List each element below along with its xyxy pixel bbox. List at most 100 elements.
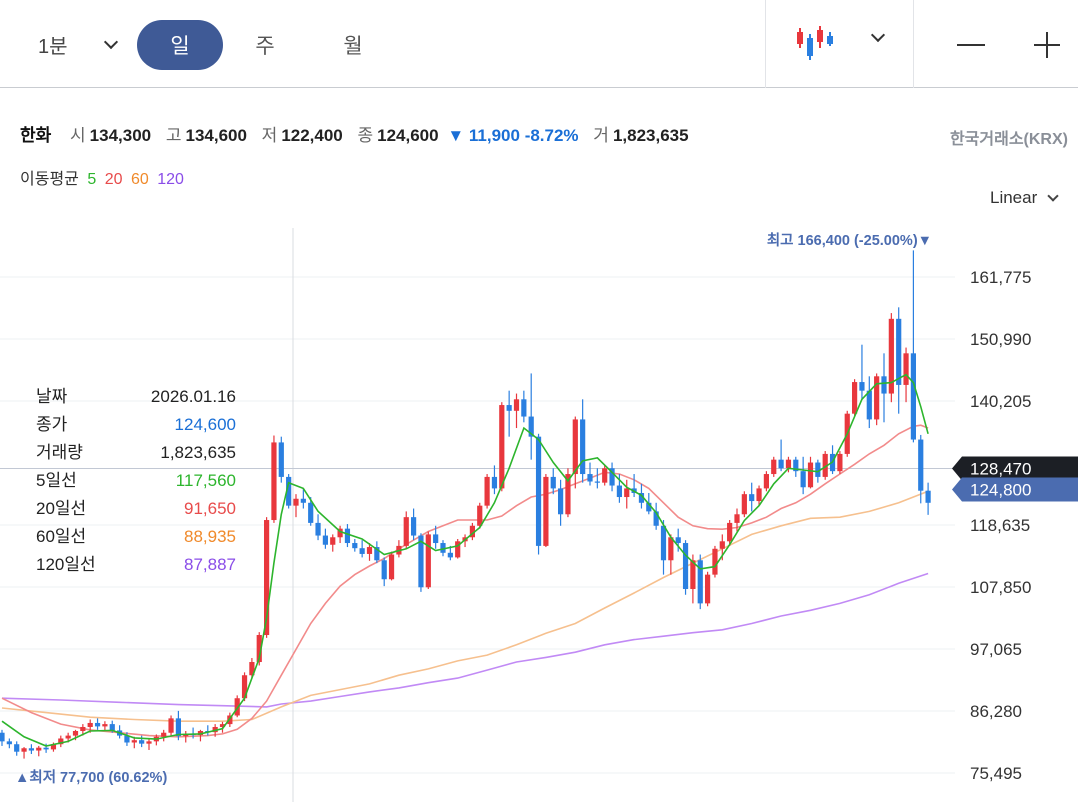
candle-body (330, 537, 336, 545)
candle-body (646, 502, 652, 512)
toolbar-divider (913, 0, 914, 88)
candle-body (499, 405, 505, 489)
candle-body (65, 735, 71, 739)
candle-body (264, 520, 270, 636)
zoom-out-icon[interactable] (957, 44, 985, 46)
candle-body (888, 318, 894, 394)
tab-month[interactable]: 월 (343, 35, 363, 58)
tooltip-row: 60일선 88,935 (36, 527, 236, 546)
candle-body (381, 560, 387, 580)
candle-body (756, 488, 762, 502)
candle-body (528, 416, 534, 437)
ma5-line (1, 373, 929, 747)
ma-60-label: 60 (130, 171, 149, 188)
scale-select[interactable]: Linear (990, 188, 1059, 208)
candle-body (800, 471, 806, 488)
candle-body (609, 468, 615, 486)
candle-body (793, 459, 799, 472)
volume-label: 거 (593, 126, 609, 145)
candle-body (300, 498, 306, 503)
candle-body (50, 744, 57, 750)
candle-body (94, 722, 101, 727)
tooltip-row: 20일선 91,650 (36, 499, 236, 518)
candle-body (322, 535, 328, 545)
crosshair-value-label: 128,470 (970, 459, 1031, 478)
candle-body (197, 731, 204, 736)
candle-body (308, 502, 314, 523)
chart-toolbar: 1분 일 주 월 (0, 0, 1078, 88)
candle-body (359, 548, 365, 554)
y-axis-label: 86,280 (970, 702, 1022, 721)
candle-body (36, 747, 42, 751)
candle-body (638, 493, 645, 503)
candle-body (535, 436, 542, 546)
candle-body (741, 494, 747, 515)
candle-body (14, 744, 20, 752)
candle-body (668, 537, 674, 561)
candle-body (903, 353, 909, 385)
low-value: 122,400 (281, 126, 343, 145)
candle-body (124, 735, 130, 743)
volume-value: 1,823,635 (612, 126, 689, 145)
candle-body (558, 488, 564, 515)
candle-body (506, 405, 512, 411)
candle-body (344, 528, 351, 544)
candle-body (852, 382, 858, 414)
ma-120-label: 120 (157, 171, 184, 188)
candle-body (146, 741, 152, 744)
y-axis-label: 75,495 (970, 764, 1022, 783)
candle-body (278, 442, 284, 477)
candle-body (859, 382, 865, 391)
y-axis-label: 161,775 (970, 268, 1031, 287)
candle-body (697, 560, 703, 604)
candle-body (881, 376, 887, 394)
candle-body (690, 560, 696, 590)
toolbar-divider (765, 0, 766, 88)
y-axis-label: 97,065 (970, 640, 1022, 659)
candle-body (705, 574, 711, 604)
candle-body (682, 543, 689, 590)
candle-body (352, 543, 358, 549)
candle-body (425, 534, 431, 588)
last-price-label: 124,800 (970, 481, 1031, 500)
candle-body (513, 399, 520, 411)
down-triangle-icon: ▼ (447, 126, 469, 145)
close-label: 종 (357, 126, 374, 145)
candle-body (918, 439, 924, 491)
candle-body (815, 462, 821, 477)
candle-body (388, 554, 395, 580)
candle-body (131, 740, 137, 743)
tab-week[interactable]: 주 (255, 35, 275, 58)
candle-body (587, 474, 593, 482)
candle-body (572, 419, 578, 475)
high-label: 고 (165, 126, 182, 145)
candle-body (403, 517, 409, 546)
candle-body (58, 738, 64, 745)
candle-body (447, 552, 453, 558)
candle-body (925, 490, 931, 503)
ma20-line (1, 424, 929, 738)
y-axis-label: 107,850 (970, 578, 1031, 597)
candle-body (602, 468, 608, 483)
ma-legend[interactable]: 이동평균 5 20 60 120 (20, 165, 184, 189)
tooltip-row: 거래량 1,823,635 (36, 443, 236, 462)
candle-body (543, 476, 549, 546)
stock-summary: 한화 시 134,300 고 134,600 저 122,400 종 124,600 ▼… (20, 121, 699, 146)
y-axis-label: 118,635 (970, 516, 1030, 535)
candle-body (727, 522, 733, 542)
candle-body (550, 476, 556, 489)
candle-body (749, 494, 755, 502)
candlestick-chart-icon[interactable] (796, 22, 838, 64)
tab-day[interactable]: 일 (137, 20, 223, 70)
candle-body (477, 505, 483, 526)
interval-select[interactable]: 1분 (38, 30, 118, 59)
candle-body (337, 528, 343, 538)
ma-20-label: 20 (104, 171, 123, 188)
change-value: ▼ 11,900 -8.72% (447, 126, 579, 145)
chevron-down-icon (1047, 189, 1059, 202)
candle-body (293, 498, 299, 506)
candle-body (763, 474, 769, 489)
candle-body (256, 635, 262, 663)
candle-body (822, 453, 828, 477)
